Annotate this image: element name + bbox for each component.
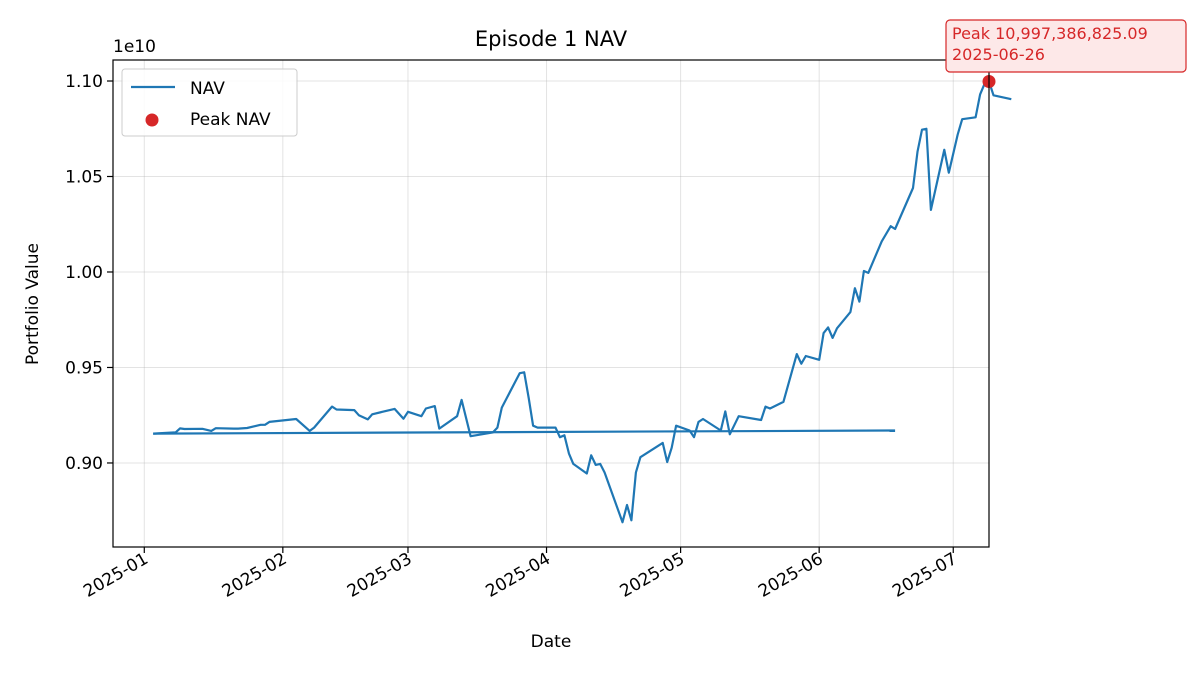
peak-annotation: Peak 10,997,386,825.09 2025-06-26 <box>945 19 1187 73</box>
legend-nav-label: NAV <box>190 79 225 99</box>
peak-annotation-value: Peak 10,997,386,825.09 <box>952 24 1148 43</box>
peak-annotation-box <box>945 19 1187 73</box>
y-tick-label: 1.05 <box>65 167 103 187</box>
y-axis-offset-label: 1e10 <box>113 37 156 57</box>
nav-series-return-line <box>153 429 896 435</box>
y-tick-label: 0.95 <box>65 358 103 378</box>
legend-peak-swatch <box>145 113 159 127</box>
x-axis-label: Date <box>531 632 572 652</box>
legend-peak-label: Peak NAV <box>190 110 271 130</box>
peak-annotation-date: 2025-06-26 <box>952 45 1045 64</box>
grid-lines <box>113 60 989 547</box>
legend: NAV Peak NAV <box>121 68 298 137</box>
y-tick-label: 1.10 <box>65 72 103 92</box>
legend-box <box>121 68 298 137</box>
y-axis-label: Portfolio Value <box>23 243 43 365</box>
series-layer <box>153 75 1012 524</box>
y-tick-label: 0.90 <box>65 454 103 474</box>
nav-series-line <box>153 80 1012 524</box>
y-axis-ticks: 0.90 0.95 1.00 1.05 1.10 <box>65 72 113 474</box>
chart-title: Episode 1 NAV <box>475 27 628 51</box>
y-tick-label: 1.00 <box>65 263 103 283</box>
axes-frame <box>112 59 990 548</box>
